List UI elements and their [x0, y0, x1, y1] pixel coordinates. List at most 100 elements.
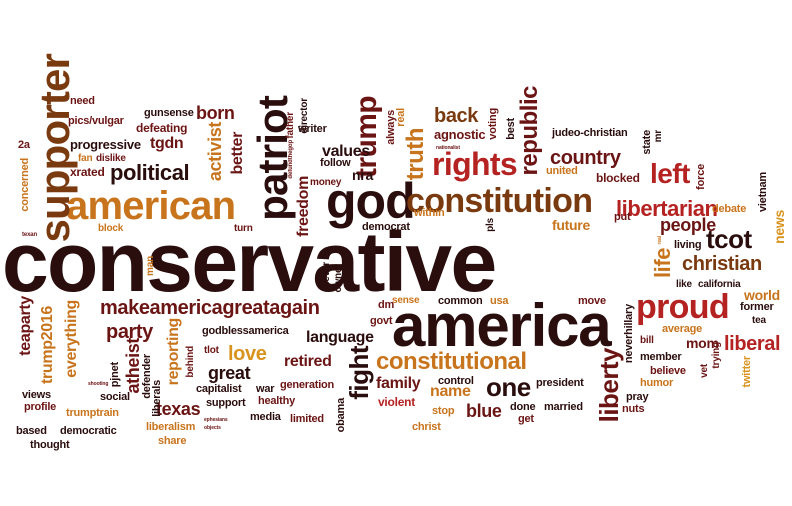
word-usa: usa — [490, 295, 509, 307]
word-debate: debate — [712, 203, 747, 215]
word-follow: follow — [320, 157, 351, 169]
word-nuts: nuts — [622, 403, 645, 415]
word-never: never — [321, 262, 332, 288]
word-member: member — [640, 351, 682, 363]
word-everything: everything — [63, 300, 80, 378]
word-married: married — [544, 401, 583, 413]
word-need: need — [70, 95, 95, 107]
word-support: support — [206, 397, 246, 409]
word-better: better — [229, 132, 246, 175]
word-liberal: liberal — [724, 333, 781, 355]
word-voting: voting — [487, 108, 499, 140]
word-blue: blue — [466, 401, 502, 421]
word-back: back — [434, 105, 478, 127]
word-dm: dm — [378, 299, 395, 311]
word-put: put — [614, 211, 631, 223]
word-president: president — [536, 377, 584, 389]
word-money: money — [310, 177, 342, 188]
word-neverhillary: neverhillary — [623, 304, 635, 364]
word-twitter: twitter — [741, 356, 753, 388]
word-party: party — [106, 321, 153, 343]
word-democrat: democrat — [362, 221, 410, 233]
word-texan: texan — [22, 232, 38, 238]
word-retired: retired — [284, 353, 332, 370]
word-capitalist: capitalist — [196, 383, 242, 395]
word-generation: generation — [280, 379, 335, 391]
word-tea: tea — [752, 315, 766, 326]
word-get: get — [518, 413, 534, 425]
word-war: war — [256, 383, 275, 395]
word-love: love — [228, 343, 267, 365]
word-based: based — [16, 425, 47, 437]
word-atheist: atheist — [123, 338, 143, 394]
word-values: values — [322, 143, 370, 160]
word-real-1: real — [395, 108, 407, 127]
word-rights: rights — [432, 146, 518, 182]
word-2a: 2a — [18, 139, 30, 151]
word-blocked: blocked — [596, 171, 640, 185]
word-world: world — [744, 287, 780, 303]
word-language: language — [306, 329, 374, 346]
word-judeo-christian: judeo-christian — [552, 127, 628, 139]
word-constitution: constitution — [406, 182, 593, 220]
word-media: media — [250, 411, 281, 423]
word-activist: activist — [205, 122, 225, 182]
word-great: great — [208, 363, 251, 383]
word-christ: christ — [412, 421, 441, 433]
word-people: people — [660, 215, 716, 235]
word-family: family — [376, 375, 421, 392]
word-libertarian: libertarian — [616, 196, 718, 221]
word-pls: pls — [485, 218, 496, 232]
word-trying: trying — [711, 342, 722, 369]
word-political: political — [110, 160, 190, 185]
word-defeating: defeating — [136, 121, 188, 135]
word-fan: fan — [78, 153, 93, 164]
word-share: share — [158, 435, 187, 447]
word-living: living — [674, 239, 702, 251]
word-views: views — [22, 389, 51, 401]
word-future: future — [552, 217, 590, 233]
word-former: former — [740, 301, 774, 313]
word-democratic: democratic — [60, 425, 117, 437]
word-left: left — [650, 158, 690, 189]
word-life: life — [650, 248, 675, 279]
word-vet: vet — [699, 364, 710, 378]
word-sense: sense — [392, 295, 420, 306]
word-christian: christian — [682, 253, 762, 275]
word-director: director — [299, 98, 310, 134]
word-humor: humor — [640, 377, 674, 389]
word-real-2: real — [657, 236, 663, 245]
word-republic: republic — [516, 86, 543, 176]
word-mom: mom — [686, 335, 719, 351]
word-father: father — [285, 112, 296, 139]
word-concerned: concerned — [19, 158, 31, 212]
word-best: best — [505, 118, 517, 140]
word-pray: pray — [626, 391, 649, 403]
word-average: average — [662, 323, 703, 335]
word-born: born — [196, 103, 235, 123]
word-turn: turn — [234, 223, 253, 234]
word-move: move — [578, 295, 606, 307]
word-constitutional: constitutional — [376, 348, 527, 375]
word-agnostic: agnostic — [434, 127, 486, 142]
word-common: common — [438, 295, 483, 307]
word-social: social — [100, 391, 130, 403]
word-ephesians: ephesians — [204, 417, 228, 423]
word-control: control — [438, 375, 474, 387]
word-country: country — [550, 147, 621, 169]
word-healthy: healthy — [258, 395, 295, 407]
word-state: state — [641, 130, 653, 155]
word-man: man — [145, 256, 156, 276]
word-mr: mr — [653, 130, 664, 143]
word-trump: trump — [350, 96, 383, 178]
word-vietnam: vietnam — [757, 172, 769, 213]
word-american: american — [66, 184, 236, 228]
word-godblessamerica: godblessamerica — [202, 325, 289, 337]
word-xrated: xrated — [70, 165, 105, 179]
word-tcot: tcot — [706, 224, 752, 254]
word-thought: thought — [30, 439, 70, 451]
word-united: united — [546, 165, 578, 177]
word-trumptrain: trumptrain — [66, 407, 119, 419]
word-done: done — [510, 401, 536, 413]
